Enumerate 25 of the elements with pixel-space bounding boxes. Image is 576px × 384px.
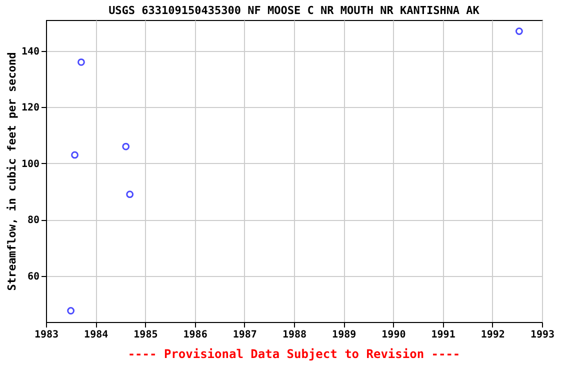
point <box>515 28 523 35</box>
y-tick-label: 140 <box>21 46 40 58</box>
x-tick-label: 1984 <box>84 330 108 340</box>
x-tick-label: 1992 <box>480 330 505 340</box>
y-tick-label: 60 <box>27 271 40 282</box>
point <box>122 142 130 150</box>
point <box>71 151 78 159</box>
x-tick-label: 1988 <box>282 330 307 340</box>
y-tick-label: 100 <box>21 158 40 170</box>
x-tick-label: 1990 <box>382 330 406 340</box>
point <box>78 58 85 66</box>
chart-title: USGS 633109150435300 NF MOOSE C NR MOUTH NR KANTISHNA AK <box>108 4 480 17</box>
y-tick-label: 80 <box>27 215 40 226</box>
y-tick-label: 120 <box>21 102 40 114</box>
point <box>67 307 75 314</box>
y-axis-title: Streamflow, in cubic feet per second <box>5 52 18 291</box>
x-tick-label: 1983 <box>34 330 59 340</box>
x-tick-label: 1989 <box>332 330 356 340</box>
x-tick-label: 1987 <box>232 330 257 340</box>
x-tick-label: 1986 <box>183 330 208 340</box>
x-tick-label: 1985 <box>134 330 158 340</box>
point <box>126 190 134 198</box>
x-tick-label: 1991 <box>431 330 456 340</box>
text: ---- Provisional Data Subject to Revision ---- <box>128 347 460 361</box>
x-tick-label: 1993 <box>530 330 555 340</box>
